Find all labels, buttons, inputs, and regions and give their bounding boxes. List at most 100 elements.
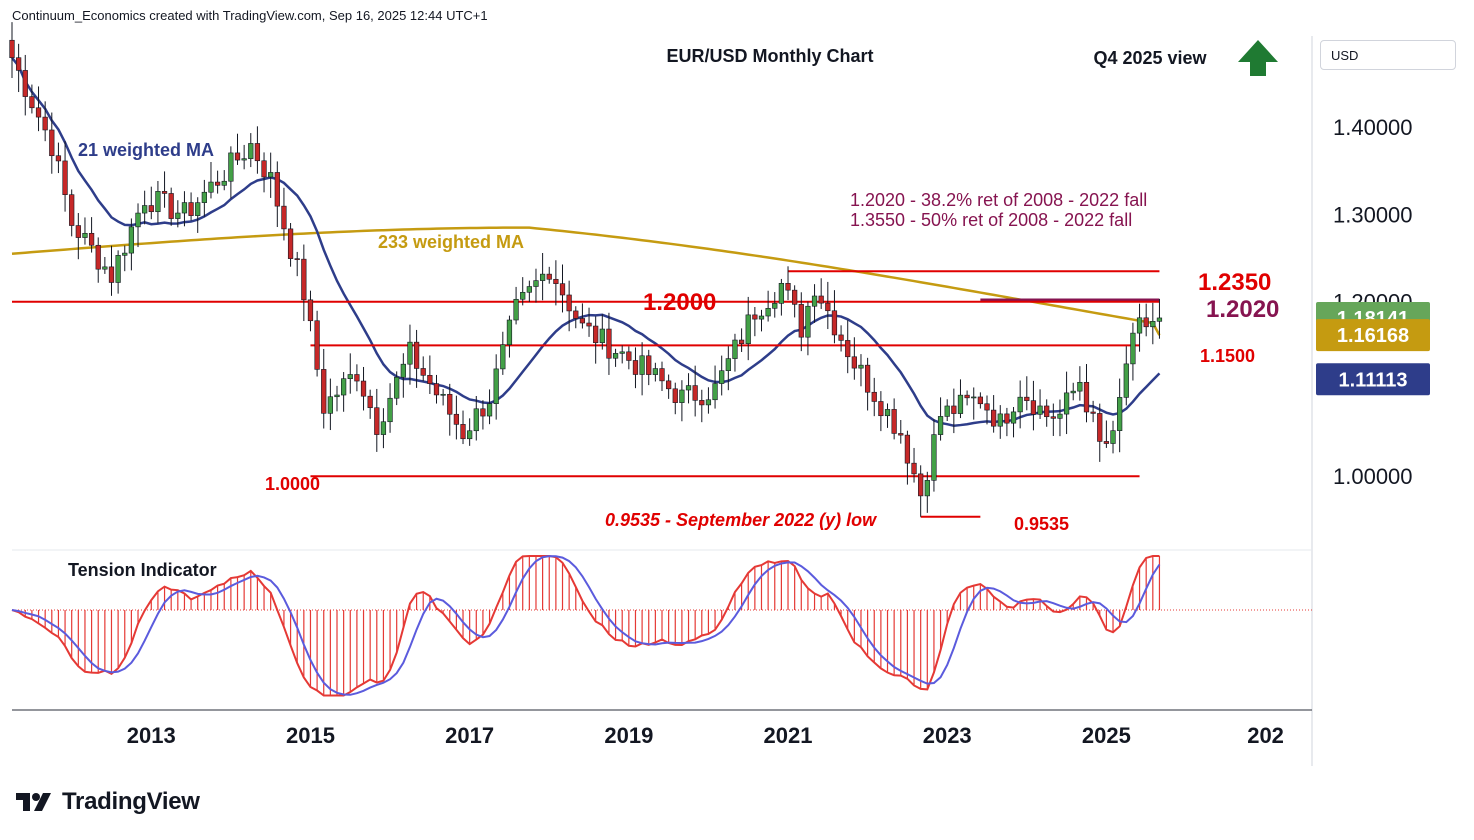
- candle: [977, 392, 983, 409]
- candle: [367, 389, 373, 419]
- candle: [1077, 366, 1083, 401]
- candle-body: [752, 314, 758, 320]
- level-label-1-0000: 1.0000: [265, 474, 320, 494]
- candle-body: [493, 368, 499, 405]
- candle-body: [321, 369, 327, 414]
- candle: [228, 146, 234, 199]
- currency-selector[interactable]: USD: [1320, 40, 1456, 70]
- candle-body: [407, 341, 413, 365]
- candle-body: [102, 266, 108, 270]
- candle-body: [122, 252, 128, 256]
- candle-body: [805, 305, 811, 338]
- tension-layer: [11, 555, 1161, 697]
- candle-body: [672, 388, 678, 403]
- candle-body: [792, 289, 798, 305]
- candle-body: [898, 433, 904, 436]
- candle: [314, 310, 320, 377]
- candle-body: [1004, 413, 1010, 424]
- candle-body: [904, 434, 911, 464]
- candle: [1004, 407, 1010, 437]
- candle-body: [433, 383, 440, 396]
- candle: [161, 171, 168, 208]
- candle-body: [1030, 400, 1037, 415]
- candle-body: [453, 413, 460, 425]
- candle: [301, 244, 307, 322]
- candle-body: [626, 351, 632, 361]
- ma21-price-badge[interactable]: 1.11113: [1316, 363, 1430, 396]
- candle: [1150, 302, 1156, 345]
- tradingview-footer: TradingView: [14, 788, 200, 816]
- candle-body: [679, 389, 685, 403]
- candle: [341, 372, 347, 412]
- candle-body: [977, 396, 983, 405]
- candle-body: [599, 328, 605, 344]
- candle-body: [685, 385, 692, 391]
- candle-body: [287, 228, 294, 259]
- candle: [254, 126, 261, 174]
- candle: [148, 186, 154, 220]
- candle: [951, 388, 957, 434]
- candle-body: [1103, 441, 1110, 444]
- candle: [553, 260, 559, 306]
- candle: [752, 307, 758, 337]
- candle-body: [82, 232, 88, 238]
- candle: [679, 380, 685, 422]
- candle: [811, 284, 818, 323]
- candle-body: [997, 413, 1003, 427]
- candle: [128, 218, 135, 271]
- candle: [480, 400, 486, 430]
- candle-body: [1050, 416, 1056, 419]
- candle-body: [168, 193, 174, 219]
- candle: [380, 408, 387, 449]
- candle-body: [440, 393, 446, 396]
- candle: [1103, 420, 1110, 448]
- candle: [725, 346, 731, 391]
- candle: [248, 133, 254, 168]
- y-tick-label: 1.30000: [1333, 202, 1413, 227]
- candle: [772, 292, 778, 318]
- candle: [1037, 389, 1043, 419]
- candle: [62, 141, 68, 212]
- x-tick-label: 2017: [445, 723, 494, 748]
- candle-body: [115, 255, 121, 283]
- candle-body: [785, 283, 791, 291]
- candle: [321, 348, 327, 429]
- candle: [1090, 400, 1096, 423]
- candle: [274, 161, 280, 228]
- candle-body: [274, 172, 280, 207]
- ma21-layer: [11, 56, 1161, 427]
- candle-body: [765, 308, 771, 317]
- candle-body: [473, 408, 479, 432]
- candle: [360, 366, 367, 411]
- candle-body: [261, 160, 267, 178]
- candle: [1136, 303, 1143, 352]
- x-tick-label: 2019: [604, 723, 653, 748]
- candle: [818, 278, 824, 309]
- candle: [506, 315, 513, 358]
- tradingview-logo-icon: [16, 793, 51, 811]
- candle: [619, 345, 625, 364]
- candle: [1117, 378, 1123, 453]
- candle: [884, 403, 891, 428]
- candle: [387, 383, 393, 433]
- candle: [705, 387, 712, 414]
- candle-body: [1010, 411, 1017, 424]
- candle: [546, 266, 552, 284]
- candle: [785, 266, 791, 301]
- candle-body: [911, 462, 917, 475]
- candle-body: [632, 360, 639, 375]
- candle: [513, 286, 519, 325]
- level-label-1-1500: 1.1500: [1200, 346, 1255, 366]
- candle: [646, 349, 652, 386]
- level-label-1-2000: 1.2000: [643, 289, 716, 316]
- candle: [374, 388, 380, 452]
- candle-body: [268, 172, 274, 178]
- candle: [407, 324, 413, 385]
- ma233-price-badge[interactable]: 1.16168: [1316, 319, 1430, 352]
- candle-body: [161, 191, 168, 194]
- candle-body: [778, 283, 785, 304]
- candle-body: [307, 299, 314, 322]
- candle: [991, 395, 997, 433]
- candle-body: [1136, 317, 1143, 334]
